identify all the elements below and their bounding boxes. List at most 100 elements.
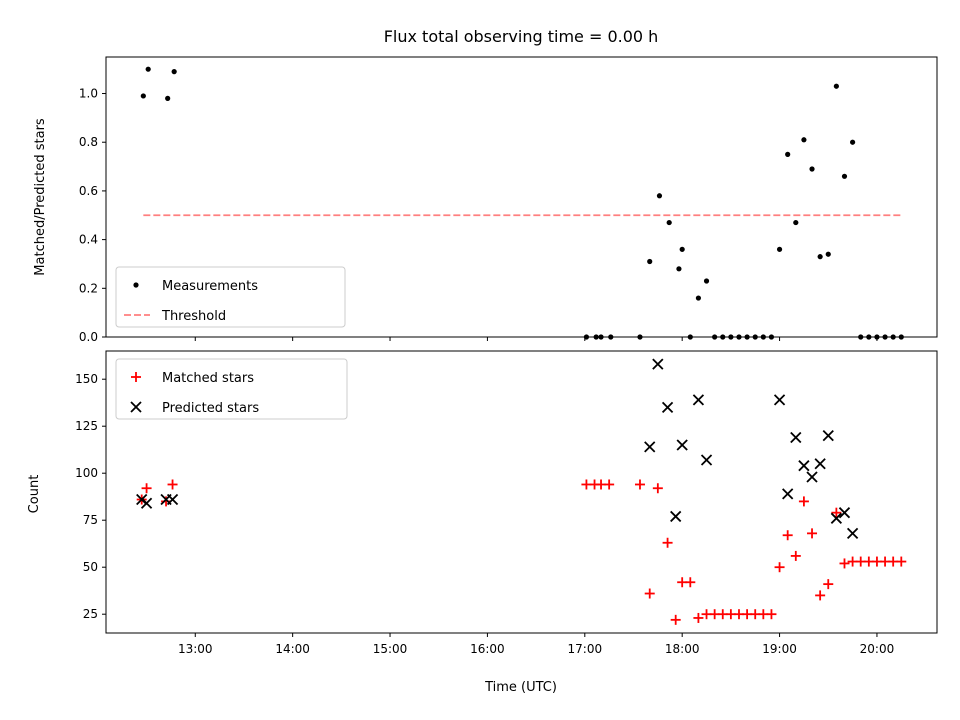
- data-point: [839, 558, 850, 569]
- data-point: [692, 394, 705, 406]
- data-point: [766, 609, 777, 620]
- data-point: [830, 512, 843, 524]
- data-point: [882, 334, 888, 340]
- data-point: [807, 528, 818, 539]
- data-point: [822, 429, 834, 442]
- data-point: [166, 493, 179, 506]
- data-point: [838, 507, 851, 519]
- counts-panel: 25 50 75 100 125 150 13:00 14:00 15:00 16:00 17:00…: [75, 350, 938, 656]
- data-point: [782, 530, 793, 541]
- bottom-y-axis-label: Count: [27, 475, 42, 514]
- data-point: [712, 334, 718, 340]
- top-y-tick-label: 0.4: [79, 233, 98, 247]
- bottom-x-tick-label: 20:00: [860, 642, 895, 656]
- bottom-axes-frame: [105, 350, 938, 634]
- top-axes-frame: [105, 56, 938, 338]
- data-point: [676, 439, 688, 451]
- top-y-tick-label: 0.8: [79, 135, 98, 149]
- data-point: [167, 479, 178, 490]
- data-point: [814, 458, 826, 470]
- bottom-legend: Matched stars Predicted stars: [115, 358, 348, 420]
- data-point: [676, 266, 682, 272]
- data-point: [608, 334, 614, 340]
- top-series-measurements: [140, 66, 904, 340]
- data-point: [850, 139, 856, 145]
- data-point: [670, 510, 682, 523]
- data-point: [171, 69, 177, 75]
- top-legend: Measurements Threshold: [115, 266, 346, 328]
- data-point: [793, 219, 799, 226]
- data-point: [798, 460, 810, 472]
- data-point: [801, 137, 807, 143]
- data-point: [679, 246, 685, 252]
- data-point: [782, 488, 794, 500]
- bottom-x-tick-label: 14:00: [275, 642, 310, 656]
- data-point: [890, 334, 896, 340]
- bottom-y-tick-label: 100: [75, 466, 98, 480]
- bottom-legend-box: [115, 358, 348, 420]
- data-point: [165, 95, 171, 101]
- data-point: [583, 334, 590, 340]
- data-point: [866, 334, 872, 340]
- top-legend-box: [115, 266, 346, 328]
- bottom-y-tick-label: 75: [83, 513, 98, 527]
- top-y-tick-label: 0.0: [79, 330, 98, 344]
- data-point: [874, 334, 880, 340]
- data-point: [736, 334, 742, 340]
- top-y-tick-label: 0.2: [79, 281, 98, 295]
- legend-label: Matched stars: [162, 371, 254, 386]
- data-point: [661, 401, 674, 414]
- data-point: [833, 83, 839, 89]
- data-point: [161, 496, 172, 507]
- data-point: [744, 334, 750, 340]
- data-point: [898, 334, 904, 340]
- bottom-x-tick-label: 18:00: [665, 642, 700, 656]
- bottom-x-tick-label: 13:00: [178, 642, 213, 656]
- data-point: [141, 483, 152, 494]
- data-point: [790, 550, 801, 561]
- legend-label: Predicted stars: [162, 401, 259, 416]
- data-point: [637, 334, 643, 340]
- top-y-tick-label: 1.0: [79, 87, 98, 101]
- data-point: [806, 471, 818, 483]
- data-point: [666, 219, 672, 226]
- data-point: [140, 93, 146, 99]
- data-point: [809, 166, 815, 172]
- legend-marker: [133, 282, 139, 288]
- bottom-x-tick-label: 19:00: [762, 642, 797, 656]
- chart-title: Flux total observing time = 0.00 h: [384, 27, 659, 46]
- data-point: [634, 479, 645, 490]
- data-point: [670, 614, 681, 625]
- bottom-y-tick-label: 50: [83, 560, 98, 574]
- data-point: [768, 334, 775, 340]
- data-point: [823, 579, 834, 590]
- data-point: [825, 251, 831, 257]
- data-point: [752, 334, 758, 340]
- data-point: [695, 295, 702, 301]
- legend-marker: [131, 372, 141, 382]
- data-point: [652, 483, 663, 494]
- data-point: [647, 258, 653, 265]
- data-point: [720, 334, 726, 340]
- legend-label: Threshold: [161, 309, 226, 324]
- data-point: [858, 334, 864, 340]
- data-point: [656, 193, 663, 199]
- legend-label: Measurements: [162, 279, 258, 294]
- data-point: [846, 527, 859, 539]
- ratio-panel: 0.0 0.2 0.4 0.6 0.8 1.0 Measurements Threshold: [79, 56, 938, 344]
- bottom-x-tick-label: 16:00: [470, 642, 505, 656]
- data-point: [776, 246, 783, 252]
- data-point: [798, 496, 809, 507]
- data-point: [652, 358, 664, 370]
- bottom-series-matched-stars: [136, 479, 907, 625]
- data-point: [896, 556, 907, 567]
- data-point: [760, 334, 766, 340]
- data-point: [774, 562, 785, 573]
- data-point: [831, 507, 842, 518]
- data-point: [703, 278, 710, 284]
- data-point: [598, 334, 604, 340]
- top-y-tick-label: 0.6: [79, 184, 98, 198]
- data-point: [685, 577, 696, 588]
- bottom-y-tick-label: 125: [75, 419, 98, 433]
